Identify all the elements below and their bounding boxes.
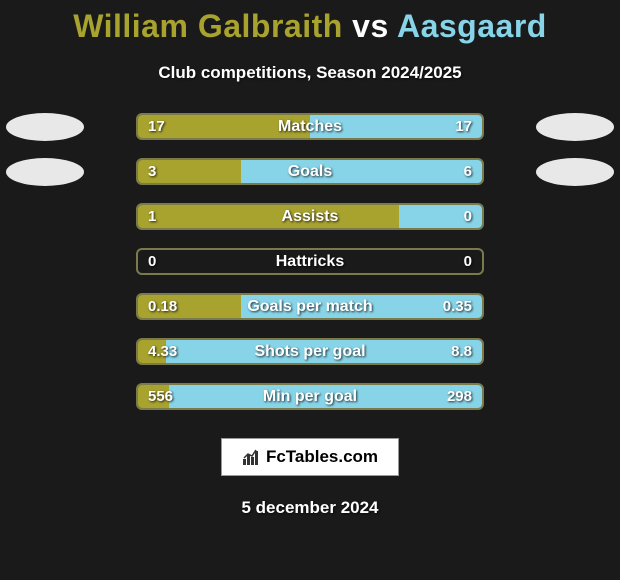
player1-value: 17 [138,115,175,138]
stat-row: 1Assists0 [0,203,620,230]
stat-label: Goals [138,160,482,183]
player2-value: 0 [454,250,482,273]
stat-row: 4.33Shots per goal8.8 [0,338,620,365]
player1-value: 4.33 [138,340,187,363]
player2-value: 298 [437,385,482,408]
page-title: William Galbraith vs Aasgaard [73,8,547,45]
player2-value: 17 [445,115,482,138]
stat-bar: 4.33Shots per goal8.8 [136,338,484,365]
stat-label: Assists [138,205,482,228]
stat-row: 0Hattricks0 [0,248,620,275]
stat-row: 17Matches17 [0,113,620,140]
player1-value: 1 [138,205,166,228]
attribution-badge[interactable]: FcTables.com [221,438,399,476]
comparison-container: William Galbraith vs Aasgaard Club compe… [0,0,620,580]
stat-row: 556Min per goal298 [0,383,620,410]
stat-label: Goals per match [138,295,482,318]
player2-badge [536,113,614,141]
player2-name: Aasgaard [397,8,547,44]
stat-row: 0.18Goals per match0.35 [0,293,620,320]
date-text: 5 december 2024 [241,498,378,518]
vs-text: vs [352,8,389,44]
player1-badge [6,113,84,141]
player2-badge [536,158,614,186]
stat-row: 3Goals6 [0,158,620,185]
player1-value: 0 [138,250,166,273]
stat-bar: 0.18Goals per match0.35 [136,293,484,320]
stats-area: 17Matches173Goals61Assists00Hattricks00.… [0,113,620,410]
stat-bar: 0Hattricks0 [136,248,484,275]
player1-value: 0.18 [138,295,187,318]
stat-bar: 3Goals6 [136,158,484,185]
player2-value: 6 [454,160,482,183]
stat-label: Matches [138,115,482,138]
stat-bar: 1Assists0 [136,203,484,230]
stat-label: Min per goal [138,385,482,408]
player1-value: 556 [138,385,183,408]
player2-value: 0.35 [433,295,482,318]
player1-value: 3 [138,160,166,183]
player1-name: William Galbraith [73,8,343,44]
subtitle: Club competitions, Season 2024/2025 [158,63,461,83]
attribution-text: FcTables.com [266,447,378,467]
player1-badge [6,158,84,186]
player2-value: 8.8 [441,340,482,363]
stat-label: Shots per goal [138,340,482,363]
stat-label: Hattricks [138,250,482,273]
chart-icon [242,448,260,466]
stat-bar: 17Matches17 [136,113,484,140]
player2-value: 0 [454,205,482,228]
stat-bar: 556Min per goal298 [136,383,484,410]
